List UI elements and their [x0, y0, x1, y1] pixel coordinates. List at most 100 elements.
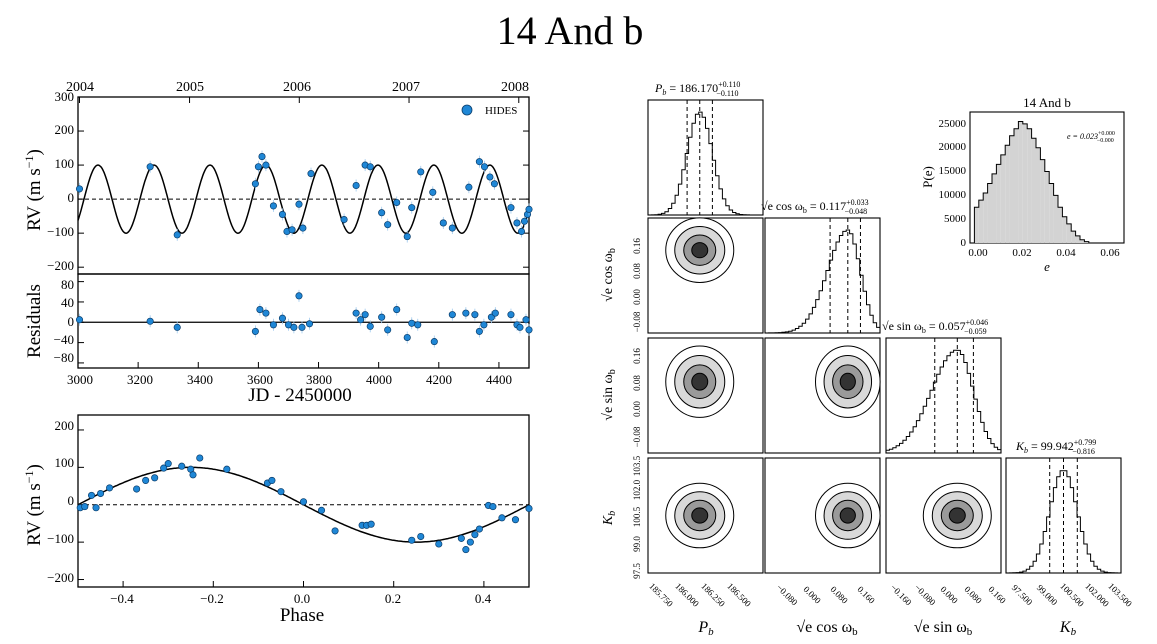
data-point: [254, 163, 262, 171]
year-labels: 2004 2005 2006 2007 2008: [66, 80, 529, 95]
ecc-bar: [1053, 195, 1058, 243]
phase-point: [367, 520, 375, 528]
residual-point: [269, 321, 277, 329]
y-tick-label: 5000: [944, 213, 967, 225]
y-tick-label: −200: [47, 258, 74, 273]
x-tick-label: 0.080: [828, 584, 850, 606]
residual-point: [366, 322, 374, 330]
data-point: [525, 205, 533, 213]
corner-yticks-C: 0.16 0.08 0.00 −0.08: [632, 238, 642, 333]
year-label: 2005: [176, 80, 204, 95]
x-tick-label: 0.160: [855, 584, 877, 606]
residuals-panel: 80 40 0 −40 −80 Residuals 3000 3200 3400…: [24, 273, 533, 406]
eccentricity-histogram: 14 And b 0 5000 10000 15000 20000 25000 …: [920, 95, 1125, 274]
residual-point: [262, 309, 270, 317]
x-tick-label: 100.500: [1058, 581, 1086, 609]
rv-phase-plot-area: [76, 429, 533, 587]
phase-point: [317, 506, 326, 514]
y-tick-label: 103.5: [632, 455, 642, 476]
x-tick-label: 99.000: [1035, 583, 1060, 608]
phase-point: [417, 532, 425, 541]
phase-point: [178, 462, 186, 470]
x-tick-label: 0.06: [1100, 247, 1120, 259]
y-tick-label: 0.00: [632, 401, 642, 417]
residual-point: [430, 338, 438, 346]
data-point: [278, 210, 287, 218]
corner-y-label-C: √e cos ωb: [601, 248, 618, 302]
corner-xticks-K: 97.500 99.000 100.500 102.000 103.500: [1010, 581, 1135, 609]
x-tick-labels: −0.4 −0.2 0.0 0.2 0.4: [110, 591, 491, 606]
ecc-bar: [1062, 216, 1067, 243]
year-label: 2007: [392, 80, 420, 95]
y-tick-label: −80: [54, 350, 74, 365]
data-point: [307, 170, 315, 178]
phase-point: [475, 525, 483, 533]
corner-x-label-P: Pb: [697, 619, 714, 638]
ecc-bars: [973, 121, 1090, 243]
corner-title-S: √e sin ωb = 0.057+0.046 −0.059: [882, 318, 988, 336]
legend-marker: [461, 104, 473, 116]
x-tick-label: 0.080: [962, 584, 984, 606]
x-tick-label: 4000: [366, 372, 392, 387]
x-tick-label: 103.500: [1106, 581, 1134, 609]
residual-point: [75, 316, 84, 324]
ecc-bar: [1009, 135, 1014, 243]
legend-label: HIDES: [485, 105, 517, 117]
phase-point: [81, 503, 89, 511]
data-point: [417, 168, 425, 176]
contour-frame: [764, 337, 881, 454]
x-tick-label: 3400: [187, 372, 213, 387]
corner-yticks-K: 103.5 102.0 100.5 99.0 97.5: [632, 455, 642, 579]
data-point: [378, 209, 386, 217]
phase-point: [511, 516, 520, 524]
x-tick-labels: 0.00 0.02 0.04 0.06: [968, 247, 1120, 259]
data-point: [480, 163, 489, 171]
y-tick-label: 80: [61, 277, 74, 292]
y-tick-label: −100: [47, 224, 74, 239]
data-point: [288, 226, 296, 234]
residual-point: [475, 327, 483, 335]
x-tick-label: 186.500: [725, 581, 753, 609]
corner-xticks-P: 185.750 186.000 186.250 186.500: [647, 581, 753, 609]
x-tick-label: 102.000: [1083, 581, 1111, 609]
ecc-bar: [1040, 159, 1045, 243]
residual-point: [146, 317, 154, 325]
y-tick-label: 97.5: [632, 563, 642, 579]
phase-point: [331, 527, 339, 535]
y-tick-label: 0.16: [632, 348, 642, 364]
ecc-bar: [1066, 223, 1072, 243]
data-point: [340, 215, 348, 224]
residual-point: [393, 306, 401, 314]
y-tick-label: 100: [55, 455, 75, 470]
hist-step: [885, 349, 1002, 453]
ecc-bar: [974, 207, 979, 243]
x-tick-labels: 3000 3200 3400 3600 3800 4000 4200 4400: [67, 372, 512, 387]
y-tick-label: 102.0: [632, 479, 642, 500]
x-tick-label: −0.080: [913, 582, 938, 607]
ecc-outline: [973, 121, 1090, 243]
residual-point: [357, 316, 365, 324]
ecc-x-label: e: [1044, 259, 1050, 274]
contour-level: [691, 242, 709, 259]
x-tick-label: 0.02: [1012, 247, 1031, 259]
phase-point: [435, 540, 443, 548]
data-point: [520, 217, 529, 225]
data-point: [366, 163, 374, 171]
y-tick-label: 0: [68, 190, 75, 205]
x-tick-label: 3000: [67, 372, 93, 387]
phase-point: [189, 471, 197, 479]
y-tick-label: 200: [55, 418, 75, 433]
data-point: [448, 224, 456, 232]
data-point: [490, 180, 498, 188]
y-tick-label: 40: [61, 295, 74, 310]
residual-point: [403, 333, 411, 342]
hist-frame: [764, 217, 881, 334]
residual-point: [516, 323, 524, 331]
y-tick-label: 99.0: [632, 536, 642, 552]
rv-phase-x-label: Phase: [280, 605, 324, 626]
y-tick-label: 0.00: [632, 289, 642, 305]
x-tick-label: 0.2: [385, 591, 401, 606]
x-tick-label: −0.160: [889, 582, 914, 607]
phase-point: [92, 504, 100, 512]
phase-point: [525, 504, 533, 513]
